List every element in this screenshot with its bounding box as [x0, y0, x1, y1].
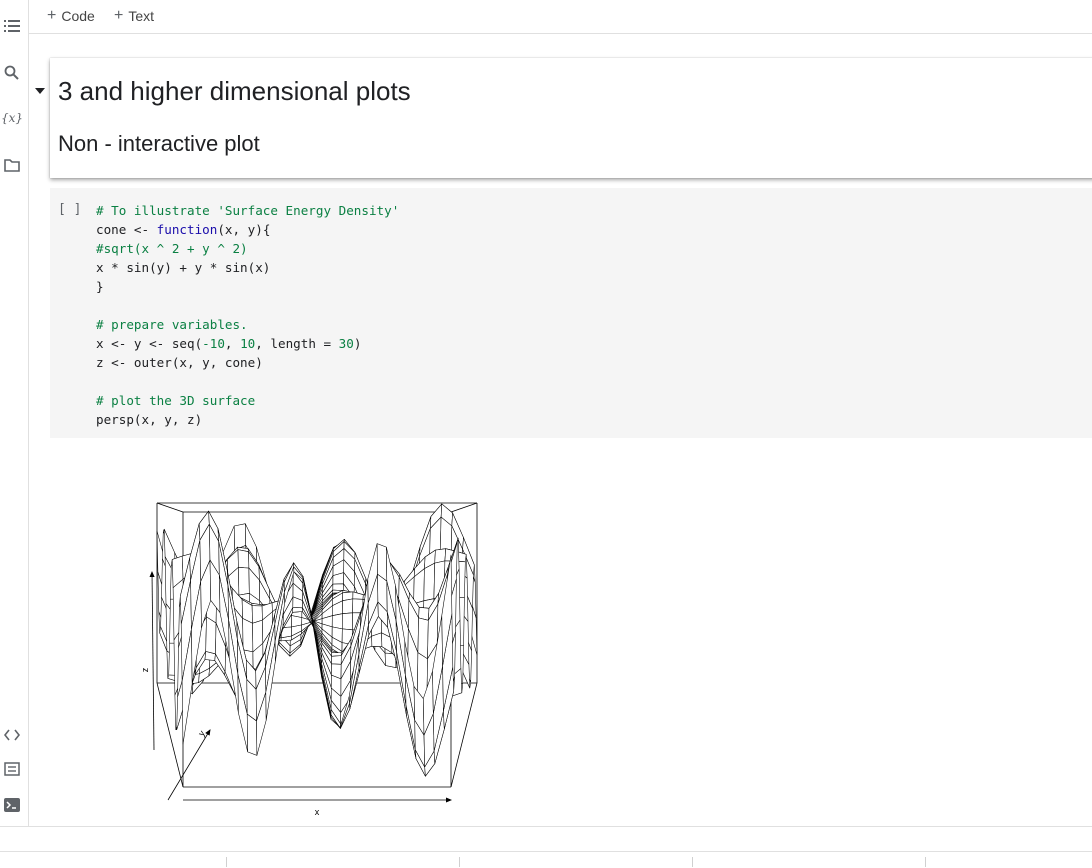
code-line: # prepare variables.	[96, 317, 248, 332]
code-token: 30	[338, 336, 354, 351]
surface-facet	[292, 607, 303, 613]
code-token: function	[156, 222, 218, 237]
status-divider	[226, 857, 227, 867]
y-axis-arrow	[167, 729, 211, 801]
surface-mesh	[156, 503, 478, 777]
z-axis-arrow	[151, 571, 155, 751]
add-code-label: Code	[61, 8, 95, 24]
left-sidebar: {x}	[0, 0, 29, 826]
surface-facet	[238, 567, 250, 596]
run-cell-button[interactable]: [ ]	[58, 202, 82, 217]
surface-facet	[205, 616, 217, 655]
code-line: x * sin(y) + y * sin(x)	[96, 260, 271, 275]
surface-facet	[342, 598, 354, 614]
z-axis-label: z	[140, 667, 150, 672]
code-token: )	[353, 336, 362, 351]
table-of-contents-icon[interactable]	[2, 16, 22, 36]
add-code-button[interactable]: + Code	[47, 6, 95, 26]
status-divider	[692, 857, 693, 867]
box-edge	[156, 502, 184, 513]
plot-box	[156, 502, 478, 788]
code-token: cone <-	[96, 222, 157, 237]
code-token: -10	[202, 336, 225, 351]
plot-axes	[149, 570, 453, 803]
code-cell[interactable]	[50, 188, 1092, 438]
subsection-heading: Non - interactive plot	[58, 131, 260, 156]
code-line: }	[96, 279, 104, 294]
x-axis-arrow-head	[445, 797, 453, 803]
notebook-toolbar: + Code + Text	[29, 0, 1092, 34]
code-line: #sqrt(x ^ 2 + y ^ 2)	[96, 241, 248, 256]
surface-facet	[342, 612, 353, 631]
code-line: x <- y <- seq(-10, 10, length = 30)	[96, 334, 399, 353]
variables-icon[interactable]: {x}	[0, 108, 24, 128]
code-line: z <- outer(x, y, cone)	[96, 355, 263, 370]
status-divider	[459, 857, 460, 867]
code-token: ,	[224, 336, 241, 351]
surface-facet	[417, 617, 429, 660]
surface-facet	[242, 618, 254, 653]
persp-surface-plot: x y z	[140, 502, 478, 817]
surface-facet	[332, 583, 344, 591]
status-strip	[0, 851, 1092, 868]
surface-facet	[331, 655, 342, 665]
y-axis-arrow-head	[205, 729, 211, 736]
plus-icon: +	[47, 7, 57, 24]
code-line	[96, 296, 399, 315]
section-heading: 3 and higher dimensional plots	[58, 76, 411, 106]
add-text-button[interactable]: + Text	[114, 6, 154, 26]
surface-facet	[237, 549, 250, 569]
add-text-label: Text	[128, 8, 155, 24]
status-divider	[925, 857, 926, 867]
terminal-icon[interactable]	[2, 795, 22, 815]
code-line: # To illustrate 'Surface Energy Density'	[96, 203, 400, 218]
code-token: 10	[240, 336, 256, 351]
code-editor[interactable]: # To illustrate 'Surface Energy Density'…	[96, 201, 399, 429]
surface-facet	[331, 613, 343, 630]
search-icon[interactable]	[2, 63, 22, 83]
surface-facet	[423, 562, 435, 602]
x-axis-label: x	[315, 807, 320, 817]
files-icon[interactable]	[2, 155, 22, 175]
box-edge	[450, 682, 478, 788]
code-line: persp(x, y, z)	[96, 412, 203, 427]
plus-icon: +	[114, 7, 124, 24]
y-axis-label: y	[196, 728, 207, 738]
collapse-section-icon[interactable]	[35, 88, 45, 94]
code-line: cone <- function(x, y){	[96, 220, 399, 239]
code-line: # plot the 3D surface	[96, 393, 256, 408]
cell-output: x y z	[140, 500, 500, 820]
code-snippets-icon[interactable]	[2, 725, 22, 745]
code-line	[96, 372, 399, 391]
command-palette-icon[interactable]	[2, 759, 22, 779]
text-cell[interactable]: 3 and higher dimensional plots Non - int…	[50, 58, 1092, 178]
surface-facet	[246, 713, 258, 756]
z-axis-arrow-head	[149, 570, 155, 578]
code-token: (x, y){	[217, 222, 271, 237]
variables-glyph: {x}	[0, 111, 24, 125]
code-token: x <- y <- seq(	[96, 336, 203, 351]
surface-facet	[441, 554, 453, 667]
code-token: , length =	[255, 336, 339, 351]
status-bar	[0, 826, 1092, 867]
box-edge	[156, 682, 184, 788]
box-edge	[450, 502, 478, 513]
